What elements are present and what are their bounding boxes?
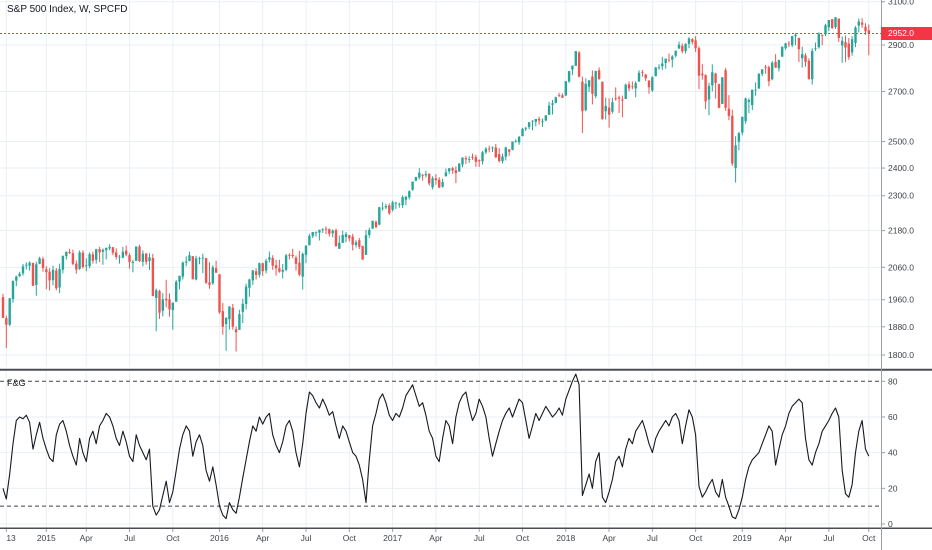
price-tick-label: 2400.0 — [888, 163, 914, 173]
fg-tick-label: 80 — [888, 376, 898, 386]
time-tick-label: Apr — [256, 533, 269, 543]
fg-line — [2, 373, 870, 520]
time-tick-label: Jul — [474, 533, 485, 543]
fg-tick-label: 40 — [888, 448, 898, 458]
time-tick-label: Apr — [779, 533, 792, 543]
price-tick-label: 2060.0 — [888, 262, 914, 272]
time-tick-label: Oct — [343, 533, 357, 543]
time-tick-label: 2016 — [210, 533, 229, 543]
fg-tick-label: 0 — [888, 519, 893, 529]
time-tick-label: Oct — [516, 533, 530, 543]
time-tick-label: 2017 — [383, 533, 402, 543]
time-tick-label: Jul — [823, 533, 834, 543]
fg-tick-label: 60 — [888, 412, 898, 422]
candlestick-series — [1, 17, 871, 352]
price-tick-label: 2500.0 — [888, 137, 914, 147]
fg-series — [2, 373, 870, 520]
time-tick-label: Jul — [647, 533, 658, 543]
up-candle-bodies — [8, 17, 860, 330]
time-tick-label: Oct — [166, 533, 180, 543]
indicator-label: F&G — [7, 378, 26, 388]
time-tick-label: Oct — [689, 533, 703, 543]
price-tick-label: 2300.0 — [888, 191, 914, 201]
price-tick-label: 2180.0 — [888, 226, 914, 236]
time-tick-label: 2015 — [37, 533, 56, 543]
time-tick-label: Apr — [80, 533, 93, 543]
time-tick-label: Jul — [301, 533, 312, 543]
up-candle-wicks — [9, 17, 860, 351]
time-tick-label: Apr — [429, 533, 442, 543]
price-tick-label: 1800.0 — [888, 350, 914, 360]
symbol-title: S&P 500 Index, W, SPCFD — [7, 4, 128, 15]
price-tick-label: 2700.0 — [888, 87, 914, 97]
price-tick-label: 2900.0 — [888, 40, 914, 50]
price-tick-label: 1960.0 — [888, 295, 914, 305]
last-price-tag: 2952.0 — [881, 27, 932, 40]
grid-lines — [0, 0, 881, 528]
time-tick-label: 2019 — [733, 533, 752, 543]
time-tick-label: Jul — [124, 533, 135, 543]
time-tick-label: Oct — [862, 533, 876, 543]
fg-tick-label: 20 — [888, 483, 898, 493]
time-tick-label: Apr — [602, 533, 615, 543]
price-tick-label: 3100.0 — [888, 0, 914, 7]
time-tick-label: 13 — [6, 533, 16, 543]
price-tick-label: 1880.0 — [888, 322, 914, 332]
time-tick-label: 2018 — [556, 533, 575, 543]
